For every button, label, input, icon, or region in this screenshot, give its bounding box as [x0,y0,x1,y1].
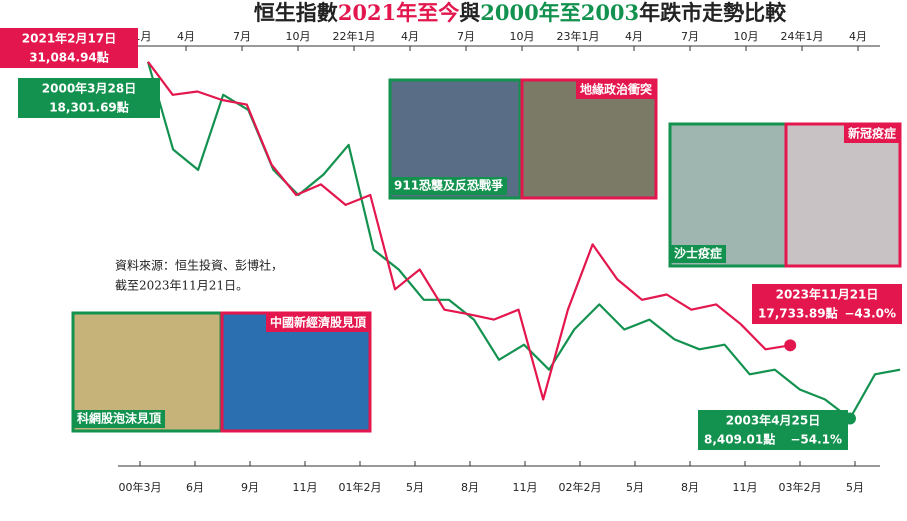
x-tick-label: 4月 [401,30,419,43]
x-tick-label: 8月 [461,481,479,494]
source-note: 截至2023年11月21日。 [115,279,248,293]
annotation-text: 17,733.89點 [758,306,838,321]
chart-title: 恒生指數2021年至今與2000年至2003年跌市走勢比較 [254,0,787,25]
title-part: 2000年至2003 [480,0,639,25]
annotation-text: 2003年4月25日 [726,413,820,428]
photo-caption: 911恐襲及反恐戰爭 [394,178,503,193]
x-tick-label: 01年2月 [339,480,382,494]
annotation-text: 2021年2月17日 [22,31,116,46]
caption-bg [670,245,727,263]
x-tick-label: 7月 [681,30,699,43]
x-tick-label: 00年3月 [119,480,162,494]
x-tick-label: 4月 [625,30,643,43]
photo-caption: 新冠疫症 [848,126,896,141]
title-part: 與 [459,0,480,25]
x-tick-label: 4月 [177,30,195,43]
x-tick-label: 5月 [846,481,864,494]
x-tick-label: 4月 [849,30,867,43]
x-tick-label: 10月 [286,30,311,43]
x-tick-label: 7月 [233,30,251,43]
photo-caption: 地緣政治衝突 [580,82,652,97]
end-dot [784,339,797,352]
photo-caption: 沙士疫症 [674,246,722,261]
photo-caption: 科網股泡沫見頂 [77,411,162,426]
x-tick-label: 11月 [513,481,538,494]
x-tick-label: 5月 [626,481,644,494]
x-tick-label: 22年1月 [333,29,376,43]
annotation-text: 2023年11月21日 [776,287,879,302]
x-tick-label: 5月 [406,481,424,494]
annotation-box [698,410,848,450]
annotation-text: 18,301.69點 [49,100,129,115]
x-tick-label: 8月 [681,481,699,494]
x-tick-label: 7月 [457,30,475,43]
end-dot [843,412,856,425]
x-tick-label: 23年1月 [557,29,600,43]
caption-bg [73,410,166,428]
caption-bg [843,125,900,143]
x-tick-label: 24年1月 [781,29,824,43]
x-tick-label: 6月 [186,481,204,494]
x-tick-label: 02年2月 [559,480,602,494]
photo-caption: 中國新經濟股見頂 [270,315,367,330]
annotation-text: 31,084.94點 [29,50,109,65]
annotation-text: 8,409.01點 [704,432,775,447]
caption-bg [390,177,508,195]
title-part: 2021年至今 [338,0,459,25]
x-tick-label: 10月 [734,30,759,43]
photo [784,122,902,268]
series-line [146,61,901,420]
annotation-text: −43.0% [844,307,896,321]
caption-bg [265,314,370,332]
source-note: 資料來源：恒生投資、彭博社， [115,258,283,273]
x-tick-label: 9月 [241,481,259,494]
x-tick-label: 10月 [510,30,535,43]
caption-bg [575,81,656,99]
annotation-box [752,284,902,324]
x-tick-label: 11月 [733,481,758,494]
annotation-box [18,78,160,118]
annotation-box [0,28,138,68]
annotation-text: −54.1% [790,433,842,447]
photo [220,311,372,433]
x-tick-label: 03年2月 [779,480,822,494]
x-tick-label: 11月 [293,481,318,494]
photo [668,122,788,268]
title-part: 恒生指數 [254,0,338,25]
title-part: 年跌市走勢比較 [639,0,787,25]
photo [520,78,658,200]
annotation-text: 2000年3月28日 [42,81,136,96]
series-line [147,61,791,401]
